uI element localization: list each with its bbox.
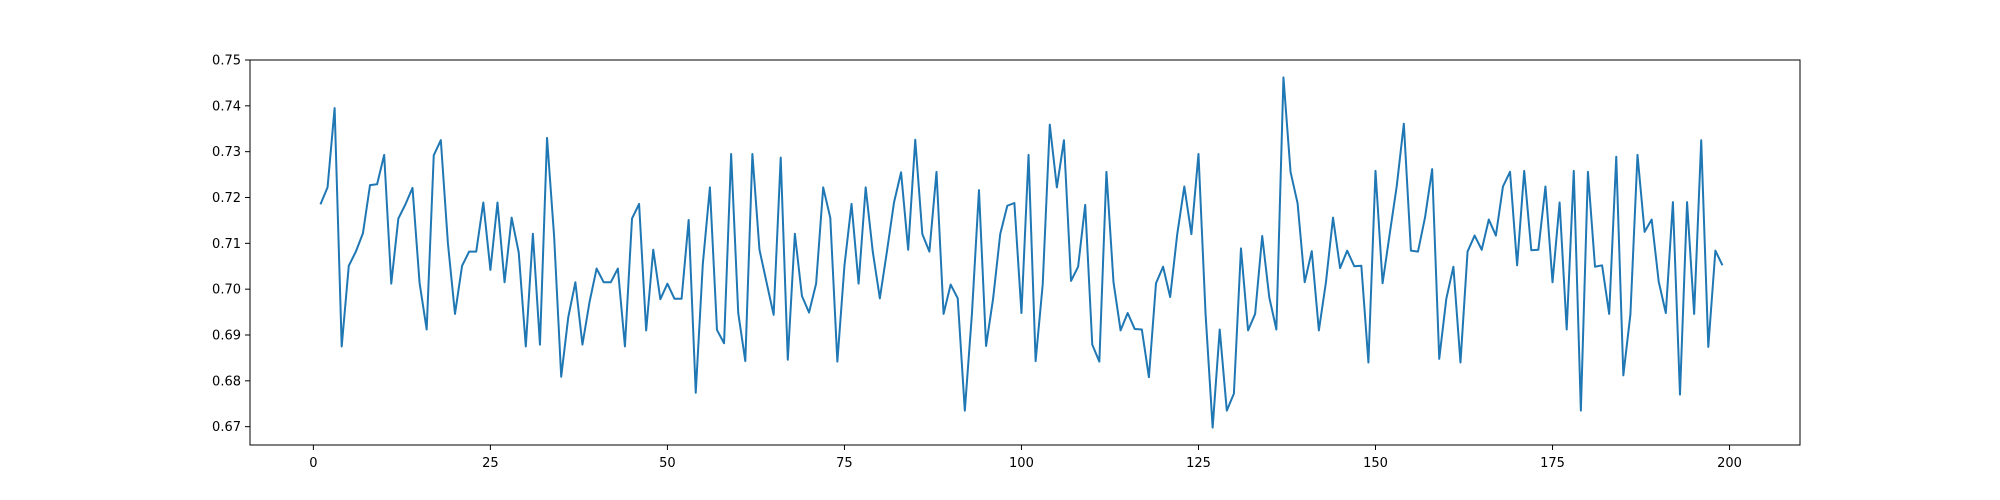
y-axis-ticks: 0.67 0.68 0.69 0.70 0.71 0.72 0.73 0.74 0.75 xyxy=(212,54,250,435)
x-tick-label: 50 xyxy=(659,456,676,471)
y-tick-label: 0.74 xyxy=(212,99,241,114)
x-tick-label: 125 xyxy=(1186,456,1211,471)
x-tick-label: 175 xyxy=(1540,456,1565,471)
y-tick-label: 0.70 xyxy=(212,283,241,298)
x-tick-label: 75 xyxy=(836,456,853,471)
y-tick-label: 0.67 xyxy=(212,420,241,435)
y-tick-label: 0.68 xyxy=(212,374,241,389)
x-tick-label: 0 xyxy=(309,456,317,471)
x-tick-label: 200 xyxy=(1717,456,1742,471)
y-tick-label: 0.69 xyxy=(212,329,241,344)
y-tick-label: 0.75 xyxy=(212,54,241,69)
x-tick-label: 100 xyxy=(1009,456,1034,471)
x-tick-label: 150 xyxy=(1363,456,1388,471)
plot-area-frame xyxy=(249,59,1801,446)
y-tick-label: 0.72 xyxy=(212,191,241,206)
x-axis-ticks: 0 25 50 75 100 125 150 175 200 xyxy=(309,445,1742,471)
y-tick-label: 0.73 xyxy=(212,145,241,160)
y-tick-label: 0.71 xyxy=(212,237,241,252)
series-line xyxy=(319,76,1724,429)
x-tick-label: 25 xyxy=(482,456,499,471)
